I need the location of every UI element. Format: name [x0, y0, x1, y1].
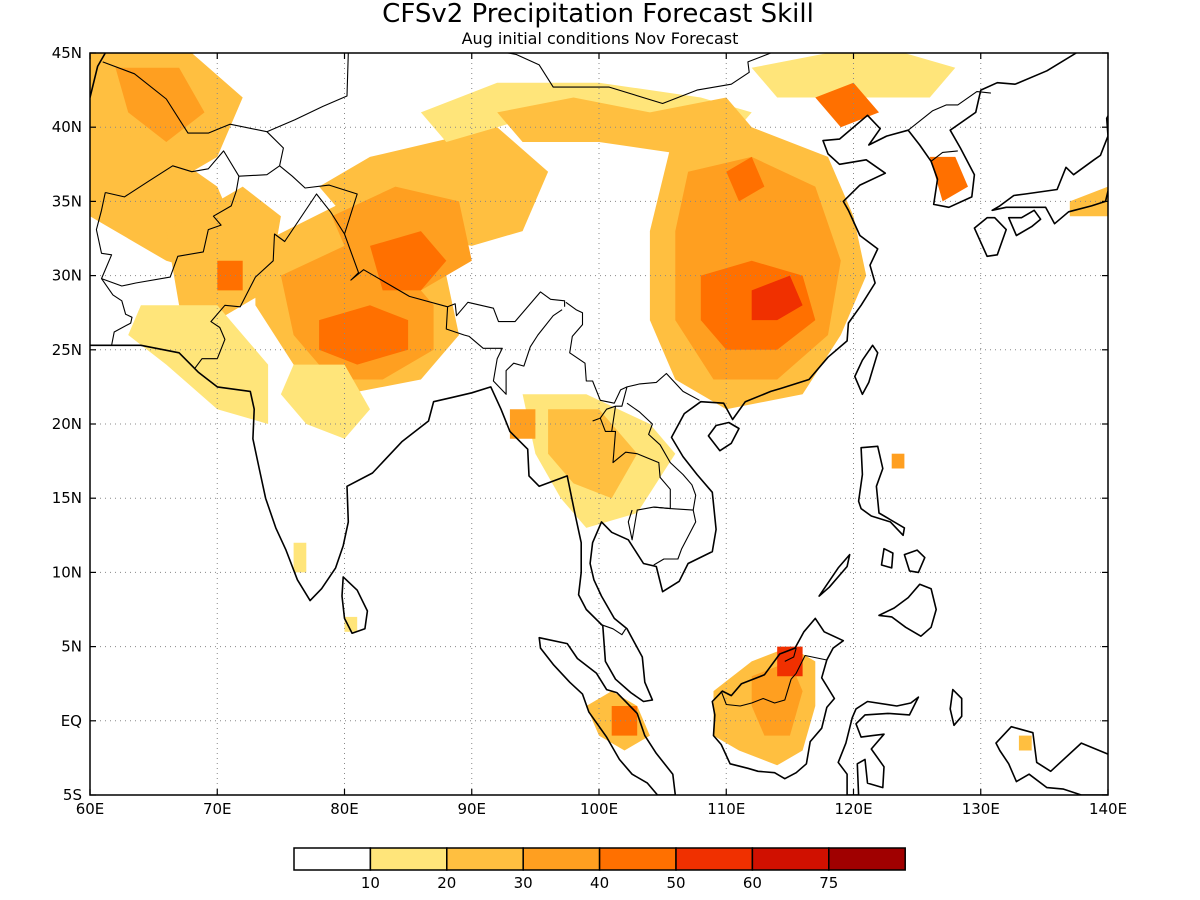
island-outline: [991, 114, 1108, 225]
axis-tick-layer: 60E 70E 80E 90E 100E 110E 120E 130E 140E 45N 40N 35…: [52, 44, 1127, 818]
skill-region-myanmar-coast: [509, 409, 536, 439]
lat-tick-label: 30N: [52, 267, 82, 285]
colorbar-label: 20: [437, 874, 456, 892]
skill-region-india-southwest-spot: [293, 542, 307, 573]
lon-tick-label: 80E: [330, 800, 359, 818]
lon-tick-label: 120E: [834, 800, 872, 818]
colorbar-label: 40: [590, 874, 609, 892]
lon-tick-label: 140E: [1089, 800, 1127, 818]
skill-region-manchuria-strip: [751, 53, 956, 98]
island-outline: [880, 547, 894, 569]
lat-tick-label: 5S: [63, 786, 82, 804]
island-outline: [878, 583, 938, 638]
colorbar-label: 10: [361, 874, 380, 892]
country-border: [784, 647, 797, 662]
skill-region-philippines-luzon: [891, 453, 905, 469]
colorbar-label: 60: [743, 874, 762, 892]
map-subtitle: Aug initial conditions Nov Forecast: [462, 29, 739, 48]
lon-tick-label: 60E: [76, 800, 105, 818]
lat-tick-label: 15N: [52, 489, 82, 507]
lon-tick-label: 100E: [580, 800, 618, 818]
country-border: [907, 91, 991, 131]
country-border: [102, 61, 284, 198]
island-outline: [857, 445, 906, 537]
lon-tick-label: 70E: [203, 800, 232, 818]
country-border: [930, 150, 958, 162]
colorbar-swatch: [522, 847, 601, 871]
coastline: [90, 53, 106, 98]
skill-region-borneo-north-deep: [777, 646, 803, 677]
country-border: [266, 53, 349, 133]
skill-region-sri-lanka-spot: [344, 616, 358, 632]
island-outline: [837, 696, 920, 795]
lat-tick-label: EQ: [61, 712, 82, 730]
skill-region-central-india-light: [280, 364, 370, 439]
country-border: [626, 402, 697, 511]
lat-tick-label: 20N: [52, 415, 82, 433]
country-border: [279, 165, 358, 235]
island-outline: [818, 553, 851, 597]
country-border: [611, 406, 617, 432]
country-border: [437, 53, 803, 105]
island-outline: [949, 688, 963, 727]
colorbar-label: 50: [666, 874, 685, 892]
island-outline: [1007, 209, 1042, 237]
colorbar-swatch: [446, 847, 524, 871]
skill-region-pakistan-plains: [166, 186, 281, 321]
island-outline: [341, 576, 369, 635]
skill-region-korea: [929, 156, 968, 202]
island-outline: [853, 344, 879, 396]
lat-tick-label: 5N: [61, 638, 82, 656]
country-border: [193, 193, 566, 370]
island-outline: [973, 216, 1008, 258]
coastline-layer: [90, 53, 1108, 795]
lat-tick-label: 25N: [52, 341, 82, 359]
country-border: [95, 176, 240, 287]
lat-tick-label: 35N: [52, 192, 82, 210]
colorbar-swatch: [293, 847, 372, 871]
skill-region-papua-dot: [1018, 735, 1032, 751]
gridline-layer: [90, 53, 1108, 795]
lon-tick-label: 90E: [457, 800, 486, 818]
skill-region-north-china-deep: [726, 156, 765, 202]
country-border: [445, 306, 563, 395]
skill-region-sumatra-malaya-deep: [611, 706, 638, 736]
colorbar-swatch: [675, 847, 754, 871]
country-border: [720, 654, 827, 707]
colorbar: 10 20 30 40 50 60 75: [293, 847, 906, 892]
country-border: [600, 623, 627, 636]
map-title: CFSv2 Precipitation Forecast Skill: [382, 0, 814, 29]
lon-tick-label: 130E: [962, 800, 1000, 818]
colorbar-label: 75: [819, 874, 838, 892]
colorbar-swatch: [828, 847, 906, 871]
country-border: [592, 417, 671, 541]
colorbar-swatch: [751, 847, 830, 871]
colorbar-label: 30: [514, 874, 533, 892]
coastline: [90, 53, 1077, 703]
island-outline: [903, 549, 926, 574]
lat-tick-label: 45N: [52, 44, 82, 62]
country-border: [565, 301, 700, 404]
island-outline: [707, 421, 740, 452]
country-border: [653, 506, 697, 566]
colorbar-swatch: [369, 847, 448, 871]
skill-region-china-east-peak: [751, 275, 803, 321]
skill-region-himalaya-deep: [370, 231, 447, 291]
country-border: [101, 278, 133, 346]
skill-region-korea-edge: [815, 82, 879, 128]
skill-field-layer: [90, 53, 1108, 766]
lon-tick-label: 110E: [707, 800, 745, 818]
skill-region-borneo-core: [751, 661, 803, 736]
island-outline: [995, 725, 1108, 795]
island-outline: [538, 636, 677, 795]
lat-tick-label: 40N: [52, 118, 82, 136]
lat-tick-label: 10N: [52, 563, 82, 581]
colorbar-swatch: [598, 847, 677, 871]
